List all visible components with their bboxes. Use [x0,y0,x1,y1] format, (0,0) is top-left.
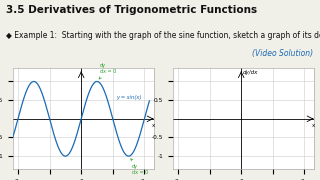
Text: dy
dx = 0: dy dx = 0 [131,159,148,175]
Text: ◆ Example 1:  Starting with the graph of the sine function, sketch a graph of it: ◆ Example 1: Starting with the graph of … [6,31,320,40]
Text: dy
dx = 0: dy dx = 0 [99,63,116,79]
Text: 3.5 Derivatives of Trigonometric Functions: 3.5 Derivatives of Trigonometric Functio… [6,5,258,15]
Text: y = sin(x): y = sin(x) [116,95,142,100]
Text: (Video Solution): (Video Solution) [252,49,314,58]
Text: x: x [152,123,155,128]
Text: dy/dx: dy/dx [243,70,259,75]
Text: x: x [312,123,315,128]
